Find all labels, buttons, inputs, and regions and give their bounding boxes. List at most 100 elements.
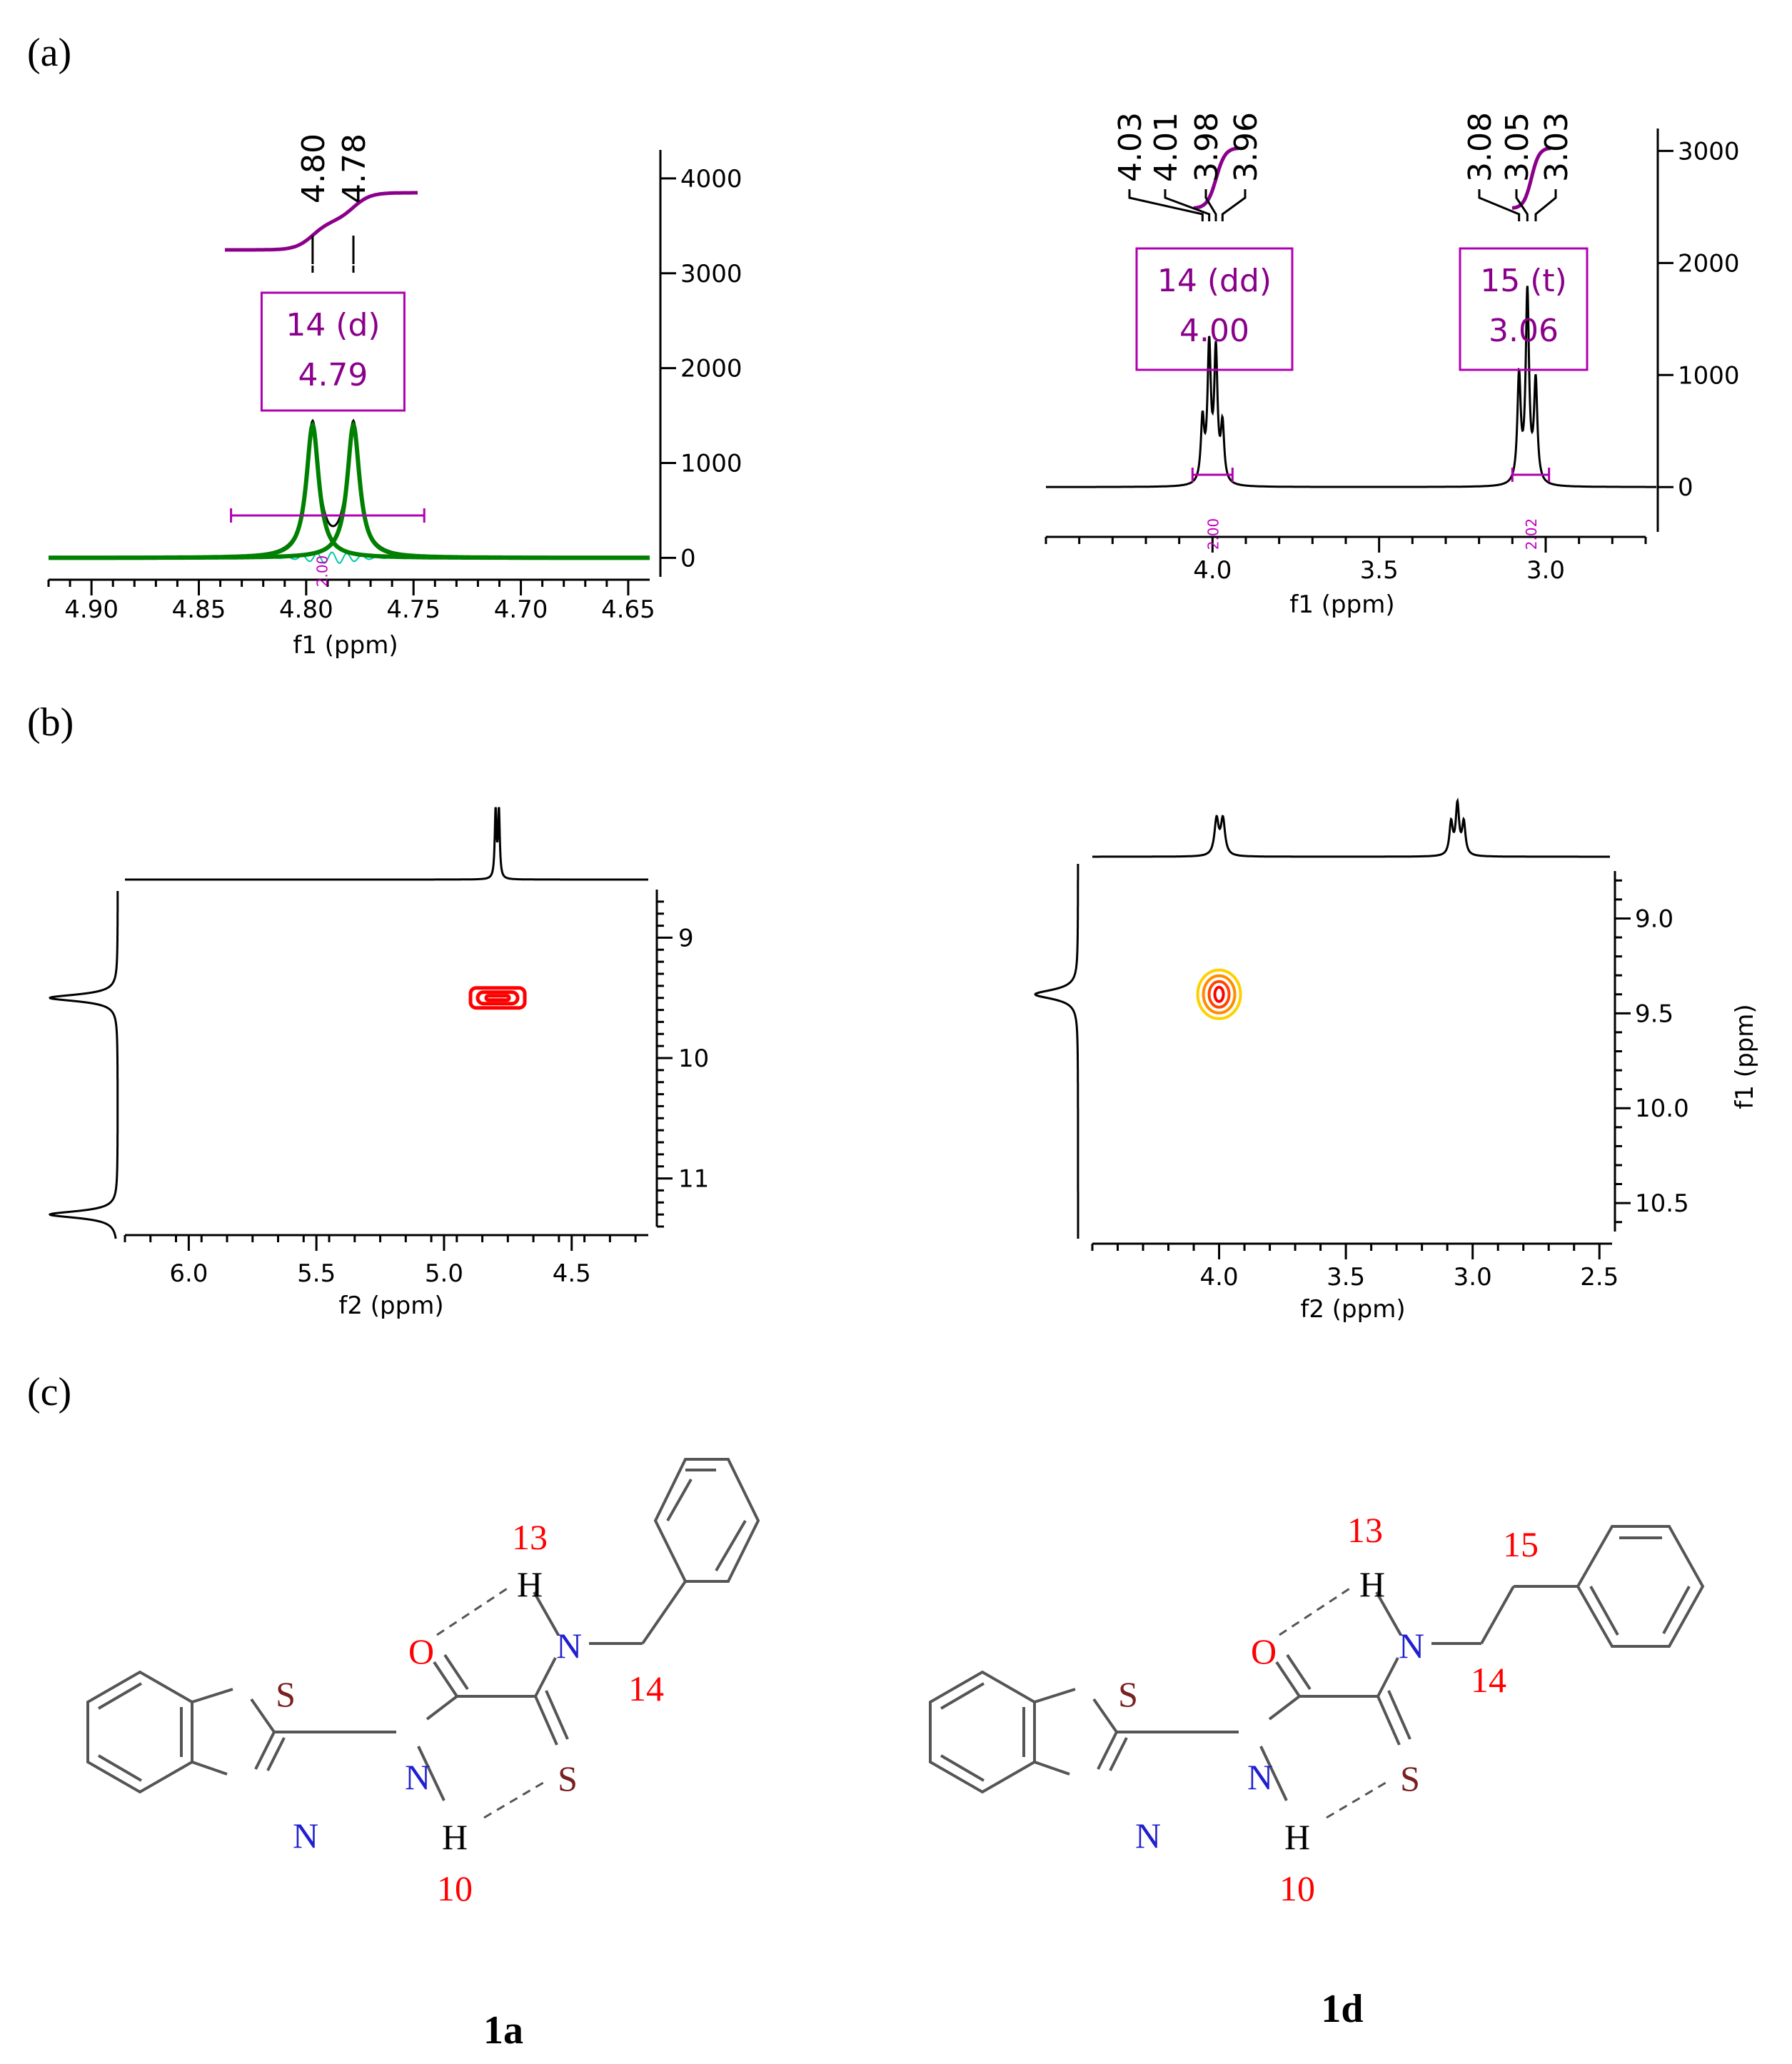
nitrogen-atom: N: [1135, 1816, 1161, 1856]
y-tick-label: 0: [1678, 473, 1693, 502]
nitrogen-atom: N: [1399, 1626, 1424, 1666]
atom-number: 15: [1503, 1524, 1539, 1564]
x-tick-label: 4.65: [601, 595, 655, 624]
f2-projection: [125, 807, 648, 881]
y-tick-label: 3000: [1678, 137, 1740, 166]
x-tick-label: 5.5: [297, 1259, 336, 1288]
multiplet-shift: 4.79: [298, 357, 368, 393]
integral-curve: [225, 191, 418, 252]
x-tick-label: 6.0: [169, 1259, 208, 1288]
multiplet-shift: 4.00: [1179, 313, 1249, 349]
integral-range: [230, 508, 426, 523]
hydrogen-atom: H: [442, 1817, 468, 1857]
2d-spectrum-1a: 6.0 5.5 5.0 4.5 9 10 11 f2 (ppm): [48, 807, 709, 1320]
y-tick-label: 2000: [680, 355, 743, 383]
peak-label: 3.96: [1228, 112, 1264, 182]
sulfur-atom: S: [1118, 1674, 1138, 1714]
multiplet-box: [260, 291, 406, 412]
integral-curve: [1511, 146, 1551, 210]
x-axis: [124, 1234, 648, 1251]
peak-label: 3.03: [1539, 112, 1575, 182]
hydrogen-atom: H: [517, 1564, 543, 1604]
cross-peak: [468, 986, 527, 1010]
peak-label: 4.01: [1148, 112, 1184, 182]
y-axis-label: f1 (ppm): [1731, 1004, 1759, 1109]
x-tick-label: 5.0: [425, 1259, 463, 1288]
peak-label: 4.80: [296, 134, 332, 203]
nitrogen-atom: N: [1247, 1757, 1273, 1797]
hydrogen-bonds: [1279, 1586, 1390, 1819]
cross-peak: [1196, 968, 1242, 1020]
spectrum-1a-region: 4.90 4.85 4.80 4.75 4.70 4.65 0 1000 200…: [47, 134, 743, 660]
peak-label: 4.78: [336, 134, 373, 203]
x-axis: [47, 578, 650, 595]
structure-1a: S N N H O S N H 13 14 10 1a: [86, 1458, 760, 2053]
x-axis-label: f1 (ppm): [1289, 590, 1394, 619]
atom-number: 13: [1347, 1510, 1383, 1550]
integral-value: 2.00: [1204, 518, 1222, 550]
atom-number: 13: [512, 1517, 548, 1557]
x-tick-label: 3.0: [1526, 556, 1565, 585]
compound-label: 1a: [483, 2008, 523, 2053]
nitrogen-atom: N: [556, 1626, 582, 1666]
cross-peak-contour: [1196, 968, 1242, 1020]
x-tick-label: 4.5: [553, 1259, 591, 1288]
panel-label-c: (c): [27, 1370, 71, 1414]
oxygen-atom: O: [408, 1631, 434, 1671]
x-tick-label: 3.0: [1454, 1263, 1492, 1292]
cross-peak-contour: [484, 994, 511, 1002]
spectrum-trace: [1046, 286, 1656, 488]
y-axis: [659, 150, 676, 577]
integral-range: [1191, 468, 1234, 482]
panel-label-a: (a): [27, 31, 71, 75]
peak-label: 3.05: [1499, 112, 1536, 182]
integral-value: 2.00: [313, 555, 331, 588]
oxygen-atom: O: [1251, 1631, 1277, 1671]
peak-label: 3.08: [1462, 112, 1499, 182]
y-tick-label: 9.0: [1635, 905, 1673, 933]
x-tick-label: 3.5: [1327, 1263, 1365, 1292]
multiplet-shift: 3.06: [1489, 313, 1559, 349]
multiplet-box: [1135, 247, 1294, 371]
x-tick-label: 4.0: [1200, 1263, 1239, 1292]
fit-peak-2: [49, 421, 650, 560]
x-axis: [1091, 1242, 1612, 1259]
x-tick-label: 3.5: [1360, 556, 1399, 585]
x-tick-label: 2.5: [1580, 1263, 1619, 1292]
y-tick-label: 9: [678, 924, 694, 952]
multiplet-label: 14 (d): [286, 307, 380, 343]
x-axis-label: f1 (ppm): [293, 631, 398, 660]
2d-spectrum-1d: 4.0 3.5 3.0 2.5 9.0 9.5 10.0 10.5 f2 (pp…: [1034, 797, 1759, 1324]
y-tick-label: 4000: [680, 165, 743, 193]
multiplet-box: [1459, 247, 1589, 371]
x-axis-label: f2 (ppm): [1300, 1295, 1405, 1324]
y-axis: [1614, 871, 1631, 1232]
structure-1d-bonds: [929, 1525, 1705, 1801]
y-tick-label: 10.5: [1635, 1189, 1689, 1218]
peak-label: 4.03: [1112, 112, 1149, 182]
x-axis: [1045, 535, 1647, 553]
x-tick-label: 4.85: [172, 595, 226, 624]
nitrogen-atom: N: [405, 1757, 431, 1797]
peak-label-leaders: [311, 236, 355, 273]
nitrogen-atom: N: [293, 1816, 318, 1856]
peak-label: 3.98: [1189, 112, 1225, 182]
hydrogen-bonds: [436, 1586, 548, 1819]
cross-peak-contour: [1207, 980, 1231, 1009]
peak-label-leaders: [1128, 189, 1557, 221]
cross-peak-contour: [1213, 985, 1225, 1003]
sulfur-atom: S: [558, 1758, 578, 1798]
compound-label: 1d: [1321, 1987, 1363, 2031]
integral-curve: [1193, 146, 1239, 210]
f2-projection: [1092, 797, 1610, 858]
atom-number: 14: [628, 1668, 664, 1708]
x-tick-label: 4.70: [494, 595, 548, 624]
atom-number: 14: [1471, 1660, 1506, 1700]
y-tick-label: 10: [678, 1044, 709, 1073]
x-tick-label: 4.80: [279, 595, 333, 624]
cross-peak-contour: [475, 990, 520, 1006]
y-axis: [655, 890, 673, 1228]
y-tick-label: 1000: [680, 450, 743, 478]
integral-value: 2.02: [1523, 518, 1540, 550]
